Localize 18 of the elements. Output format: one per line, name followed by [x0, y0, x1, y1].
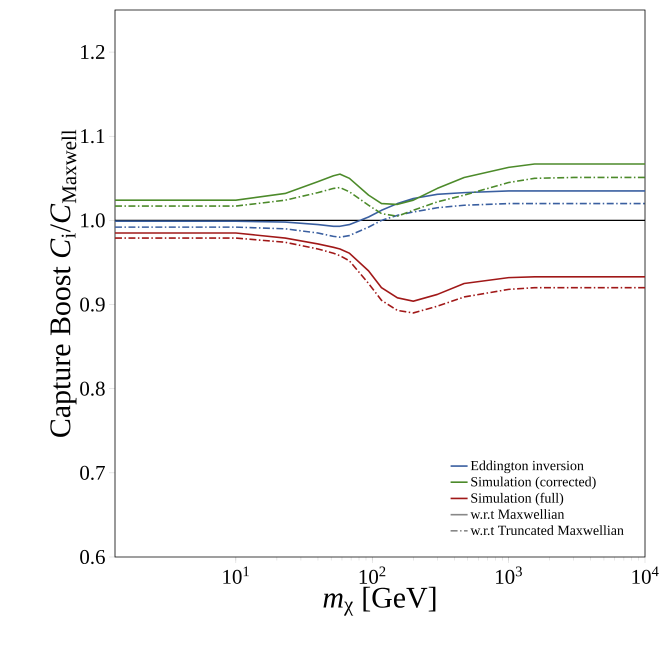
y-tick-label: 1.1 [81, 129, 104, 144]
y-tick-label: 1.0 [81, 213, 105, 228]
y-tick-label: 0.8 [80, 382, 105, 396]
y-tick-label: 0.6 [80, 550, 105, 564]
y-tick-label: 1.2 [81, 45, 104, 60]
y-tick-label: 0.9 [80, 297, 105, 312]
legend-label: w.r.t Maxwellian [470, 509, 564, 519]
x-tick-label: 10$^{4}$ [632, 566, 659, 584]
x-tick-label: 10$^{1}$ [223, 566, 249, 584]
legend-label: Simulation (full) [471, 492, 564, 506]
x-tick-label: 10$^{2}$ [360, 566, 386, 584]
legend-label: w.r.t Truncated Maxwellian [470, 525, 624, 536]
legend-label: Simulation (corrected) [471, 476, 596, 490]
legend-label: Eddington inversion [470, 460, 584, 474]
x-tick-label: 10$^{3}$ [496, 566, 522, 584]
x-axis-title: m$_{χ}$ [GeV] [323, 586, 436, 616]
y-axis-title: Capture Boost C$_{i}$/C$_{Maxwell}$ [50, 130, 76, 437]
y-tick-label: 0.7 [80, 466, 105, 480]
